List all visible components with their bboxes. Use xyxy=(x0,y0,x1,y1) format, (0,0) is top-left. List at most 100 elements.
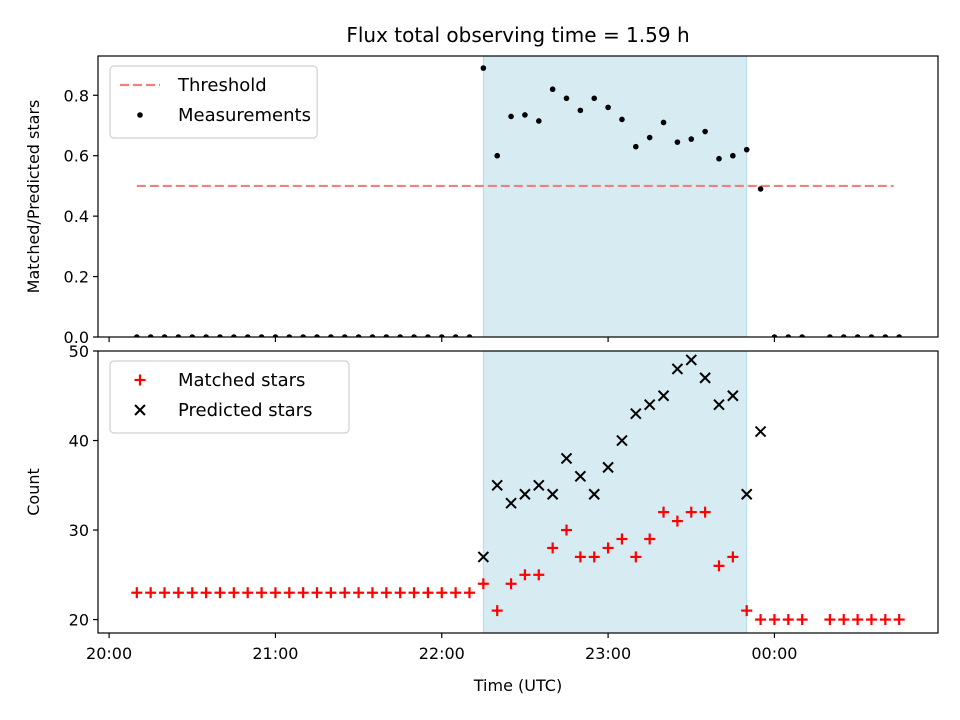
measurement-point xyxy=(452,334,459,337)
ratio-panel: 0.0 0.2 0.4 0.6 0.8 Matched/Predicted stars Th… xyxy=(24,55,939,347)
x-axis-label: Time (UTC) xyxy=(473,676,562,695)
axes-frame xyxy=(97,350,939,634)
measurement-point xyxy=(369,334,376,337)
measurement-point xyxy=(882,334,889,337)
measurement-point xyxy=(896,334,902,337)
legend: Threshold Measurements xyxy=(109,65,318,139)
legend-label: Matched stars xyxy=(178,370,305,391)
matched-stars-point xyxy=(491,605,503,617)
predicted-stars-point xyxy=(657,390,670,402)
matched-stars-point xyxy=(713,560,725,572)
predicted-stars-point xyxy=(519,488,531,500)
measurement-point xyxy=(549,86,556,93)
measurement-point xyxy=(272,334,279,337)
measurement-point xyxy=(591,95,598,102)
measurement-point xyxy=(397,334,403,337)
measurement-point xyxy=(258,334,265,337)
matched-stars-point xyxy=(159,587,171,599)
legend-matched-swatch xyxy=(134,374,146,386)
matched-stars-point xyxy=(865,614,877,626)
y-tick-label: 0.0 xyxy=(64,328,89,347)
chart-title: Flux total observing time = 1.59 h xyxy=(346,23,689,47)
measurement-point xyxy=(508,113,514,120)
measurement-point xyxy=(633,143,639,150)
matched-stars-point xyxy=(366,587,378,599)
matched-stars-point xyxy=(616,533,628,545)
matched-stars-point xyxy=(200,587,212,599)
matched-stars-point xyxy=(685,506,697,518)
predicted-stars-point xyxy=(699,372,711,384)
y-tick-label: 20 xyxy=(69,611,89,630)
matched-stars-point xyxy=(131,587,143,599)
measurement-point xyxy=(674,139,681,145)
matched-stars-point xyxy=(297,587,309,599)
matched-stars-point xyxy=(824,614,836,626)
legend: Matched stars Predicted stars xyxy=(109,360,350,434)
predicted-stars-point xyxy=(616,434,628,447)
measurement-point xyxy=(716,155,722,162)
legend-predicted-swatch xyxy=(134,404,146,416)
matched-stars-point xyxy=(394,587,406,599)
y-tick-label: 0.8 xyxy=(64,86,89,105)
predicted-stars-point xyxy=(546,488,559,500)
y-tick-label: 30 xyxy=(69,521,89,540)
predicted-stars-point xyxy=(713,399,725,411)
measurement-point xyxy=(799,334,805,337)
measurement-point xyxy=(134,334,140,337)
measurement-point xyxy=(646,134,653,141)
measurement-point xyxy=(300,334,306,337)
matched-stars-point xyxy=(630,551,642,563)
y-axis-label: Count xyxy=(24,468,43,516)
predicted-stars-point xyxy=(630,407,642,420)
measurement-point xyxy=(203,334,209,337)
measurement-point xyxy=(688,136,695,142)
matched-stars-point xyxy=(311,587,323,599)
predicted-stars-point xyxy=(602,461,614,474)
matched-stars-point xyxy=(450,587,462,599)
matched-stars-point xyxy=(145,587,157,599)
matched-stars-point xyxy=(893,614,905,626)
measurement-point xyxy=(286,334,293,337)
predicted-stars-point xyxy=(574,470,587,483)
measurement-point xyxy=(660,119,667,126)
predicted-stars-point xyxy=(685,354,697,366)
predicted-stars-point xyxy=(727,390,739,402)
matched-stars-point xyxy=(602,542,614,554)
x-tick-label: 20:00 xyxy=(86,644,132,663)
measurement-point xyxy=(619,116,625,123)
observing-window-shade xyxy=(482,55,748,338)
measurement-point xyxy=(827,334,833,337)
matched-stars-point xyxy=(561,524,573,536)
matched-stars-point xyxy=(172,587,184,599)
matched-stars-point xyxy=(519,569,531,581)
measurement-point xyxy=(730,152,736,159)
plot-area xyxy=(134,65,902,337)
measurement-point xyxy=(244,334,251,337)
matched-stars-point xyxy=(852,614,864,626)
matched-stars-point xyxy=(269,587,281,599)
legend-label: Measurements xyxy=(178,105,311,126)
axes-frame xyxy=(97,55,939,338)
matched-stars-point xyxy=(533,569,545,581)
predicted-stars-point xyxy=(741,488,753,500)
matched-stars-point xyxy=(228,587,240,599)
predicted-stars-point xyxy=(533,479,545,491)
measurement-point xyxy=(771,334,778,337)
measurement-point xyxy=(535,118,542,124)
matched-stars-point xyxy=(588,551,600,563)
matched-stars-point xyxy=(242,587,254,599)
measurement-point xyxy=(314,334,320,337)
predicted-stars-point xyxy=(588,488,600,500)
measurement-point xyxy=(161,334,168,337)
matched-stars-point xyxy=(574,551,586,563)
measurement-point xyxy=(341,334,348,337)
matched-stars-point xyxy=(353,587,365,599)
matched-stars-point xyxy=(755,614,767,626)
matched-stars-point xyxy=(796,614,808,626)
matched-stars-point xyxy=(283,587,295,599)
measurement-point xyxy=(563,95,570,102)
matched-stars-point xyxy=(699,506,711,518)
measurement-point xyxy=(189,334,196,337)
y-tick-label: 40 xyxy=(69,432,89,451)
matched-stars-point xyxy=(186,587,198,599)
